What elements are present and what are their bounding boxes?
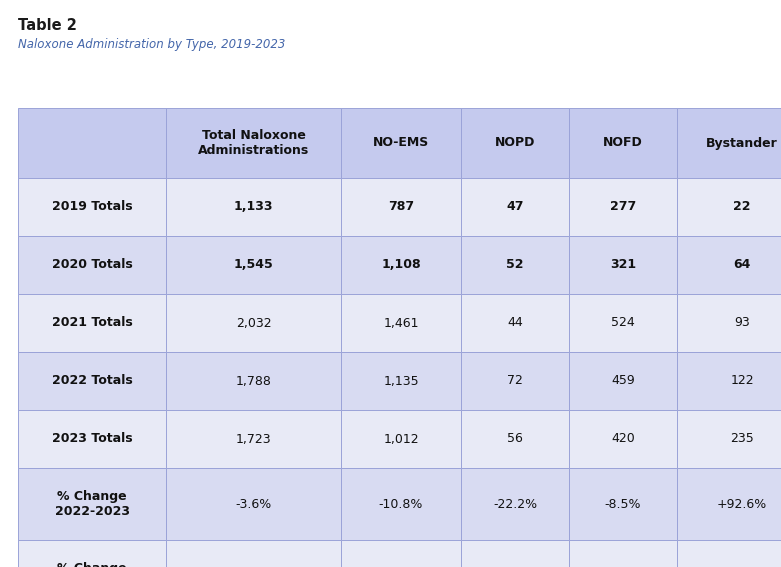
Text: 1,012: 1,012 [383,433,419,446]
Text: 277: 277 [610,201,637,214]
Text: 1,108: 1,108 [381,259,421,272]
Text: 1,788: 1,788 [236,374,272,387]
Text: 420: 420 [611,433,635,446]
Text: 1,461: 1,461 [383,316,419,329]
Text: Table 2: Table 2 [18,18,77,33]
Text: 64: 64 [733,259,751,272]
Text: 122: 122 [730,374,754,387]
Text: 72: 72 [507,374,523,387]
Text: 2022 Totals: 2022 Totals [52,374,132,387]
Text: Total Naloxone
Administrations: Total Naloxone Administrations [198,129,309,157]
Text: 321: 321 [610,259,636,272]
Text: Bystander: Bystander [706,137,778,150]
Text: 56: 56 [507,433,523,446]
Text: 524: 524 [611,316,635,329]
Text: 2,032: 2,032 [236,316,271,329]
Text: NOFD: NOFD [603,137,643,150]
Text: 235: 235 [730,433,754,446]
Text: 1,545: 1,545 [234,259,273,272]
Text: -3.6%: -3.6% [235,497,272,510]
Text: % Change
2019-2023: % Change 2019-2023 [55,562,130,567]
Text: 22: 22 [733,201,751,214]
Text: 459: 459 [611,374,635,387]
Text: 47: 47 [506,201,524,214]
Text: NO-EMS: NO-EMS [373,137,429,150]
Text: % Change
2022-2023: % Change 2022-2023 [55,490,130,518]
Text: 2023 Totals: 2023 Totals [52,433,132,446]
Text: +92.6%: +92.6% [717,497,767,510]
Text: 1,135: 1,135 [383,374,419,387]
Text: -22.2%: -22.2% [493,497,537,510]
Text: 2021 Totals: 2021 Totals [52,316,132,329]
Text: -8.5%: -8.5% [604,497,641,510]
Text: Naloxone Administration by Type, 2019-2023: Naloxone Administration by Type, 2019-20… [18,38,285,51]
Text: 44: 44 [507,316,522,329]
Text: 2020 Totals: 2020 Totals [52,259,132,272]
Text: 1,723: 1,723 [236,433,271,446]
Text: 52: 52 [506,259,524,272]
Text: 787: 787 [388,201,414,214]
Text: NOPD: NOPD [495,137,535,150]
Text: -10.8%: -10.8% [379,497,423,510]
Text: 2019 Totals: 2019 Totals [52,201,132,214]
Text: 93: 93 [734,316,750,329]
Text: 1,133: 1,133 [234,201,273,214]
